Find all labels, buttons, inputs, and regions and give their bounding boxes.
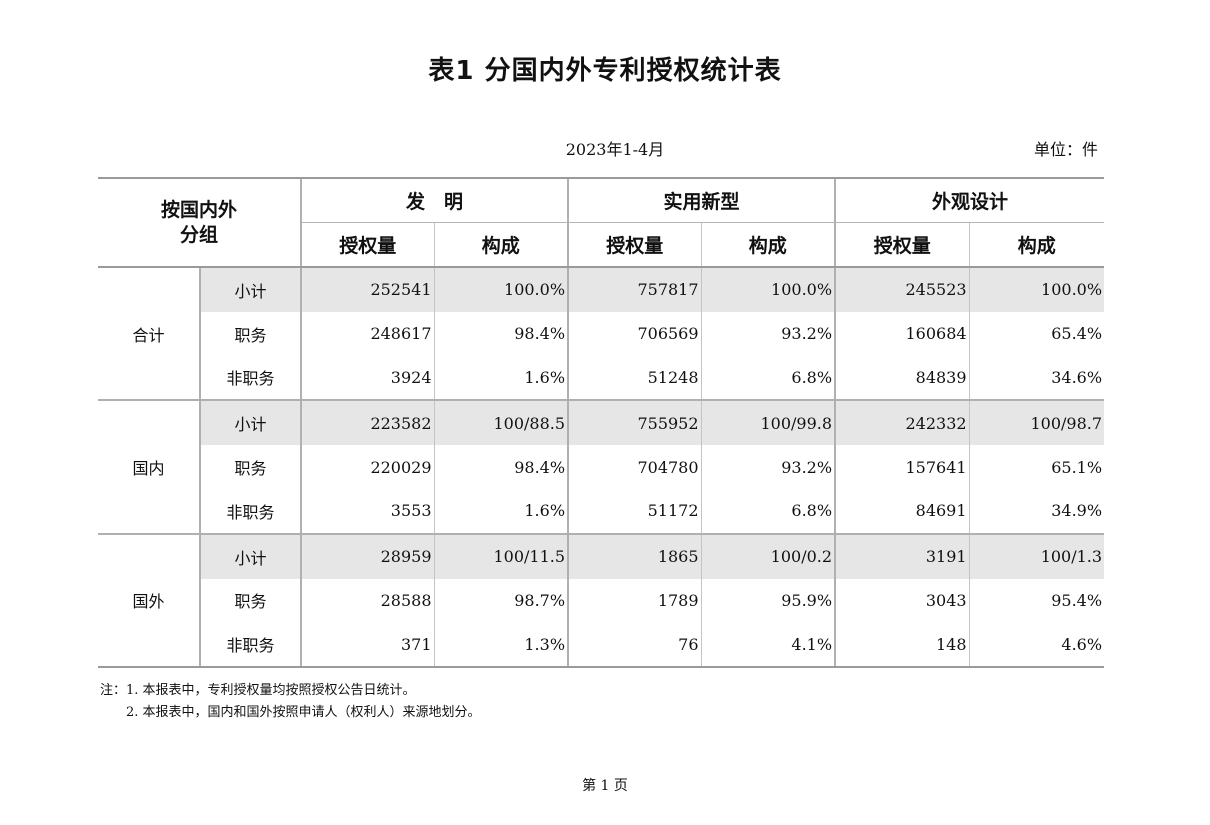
composition-cell: 1.3%	[433, 622, 569, 669]
sub-header-composition: 构成	[968, 222, 1105, 268]
grant-count-cell: 1865	[567, 532, 702, 579]
composition-cell: 1.6%	[433, 488, 569, 534]
patent-grant-table: 按国内外 分组 发 明 实用新型 外观设计 授权量 构成 授权量 构成 授权量 …	[98, 177, 1105, 669]
composition-cell: 98.4%	[433, 311, 569, 356]
category-header-utility-model: 实用新型	[567, 177, 836, 223]
composition-cell: 100/1.3	[968, 532, 1105, 579]
grant-count-cell: 252541	[300, 267, 435, 312]
footnotes: 注：1. 本报表中，专利授权量均按照授权公告日统计。 2. 本报表中，国内和国外…	[100, 680, 481, 724]
row-label: 职务	[198, 311, 302, 356]
page-number: 第 1 页	[582, 778, 628, 794]
table-row: 非职务 3924 1.6% 51248 6.8% 84839 34.6%	[98, 355, 1105, 401]
grant-count-cell: 84839	[834, 355, 970, 401]
sub-header-composition: 构成	[700, 222, 836, 268]
row-label: 小计	[198, 532, 302, 579]
grant-count-cell: 223582	[300, 399, 435, 446]
group-label: 国外	[98, 532, 200, 669]
grant-count-cell: 51248	[567, 355, 702, 401]
grant-count-cell: 242332	[834, 399, 970, 446]
grant-count-cell: 245523	[834, 267, 970, 312]
grant-count-cell: 3924	[300, 355, 435, 401]
sub-header-composition: 构成	[433, 222, 569, 268]
group-label: 合计	[132, 325, 165, 345]
composition-cell: 100.0%	[968, 267, 1105, 312]
report-period: 2023年1-4月	[565, 140, 665, 159]
grant-count-cell: 51172	[567, 488, 702, 534]
footnote: 2. 本报表中，国内和国外按照申请人（权利人）来源地划分。	[100, 705, 481, 720]
grant-count-cell: 706569	[567, 311, 702, 356]
composition-cell: 93.2%	[700, 445, 836, 489]
composition-cell: 95.9%	[700, 578, 836, 623]
table-row: 非职务 3553 1.6% 51172 6.8% 84691 34.9%	[98, 488, 1105, 534]
grant-count-cell: 704780	[567, 445, 702, 489]
table-row: 职务 220029 98.4% 704780 93.2% 157641 65.1%	[98, 445, 1105, 489]
composition-cell: 4.6%	[968, 622, 1105, 669]
table-row: 非职务 371 1.3% 76 4.1% 148 4.6%	[98, 622, 1105, 669]
sub-header-grants: 授权量	[300, 222, 435, 268]
composition-cell: 100/99.8	[700, 399, 836, 446]
row-label: 非职务	[198, 488, 302, 534]
sub-header-grants: 授权量	[834, 222, 970, 268]
composition-cell: 95.4%	[968, 578, 1105, 623]
composition-cell: 34.9%	[968, 488, 1105, 534]
row-label: 职务	[198, 578, 302, 623]
group-label: 国内	[98, 399, 200, 534]
composition-cell: 98.7%	[433, 578, 569, 623]
row-label: 非职务	[198, 622, 302, 669]
grant-count-cell: 160684	[834, 311, 970, 356]
grant-count-cell: 3553	[300, 488, 435, 534]
grant-count-cell: 755952	[567, 399, 702, 446]
grant-count-cell: 76	[567, 622, 702, 669]
footnote: 注：1. 本报表中，专利授权量均按照授权公告日统计。	[100, 683, 416, 698]
table-row: 国外 小计 28959 100/11.5 1865 100/0.2 3191 100/1.3	[98, 532, 1105, 669]
grant-count-cell: 220029	[300, 445, 435, 489]
composition-cell: 100/88.5	[433, 399, 569, 446]
composition-cell: 6.8%	[700, 355, 836, 401]
composition-cell: 100.0%	[700, 267, 836, 312]
row-label: 小计	[198, 399, 302, 446]
unit-label: 单位：件	[1033, 140, 1098, 159]
grant-count-cell: 28959	[300, 532, 435, 579]
grant-count-cell: 28588	[300, 578, 435, 623]
composition-cell: 98.4%	[433, 445, 569, 489]
table-row: 职务 28588 98.7% 1789 95.9% 3043 95.4%	[98, 578, 1105, 623]
grant-count-cell: 371	[300, 622, 435, 669]
table-row: 国内 小计 223582 100/88.5 755952 100/99.8 242332 10…	[98, 399, 1105, 534]
composition-cell: 34.6%	[968, 355, 1105, 401]
table-row: 职务 248617 98.4% 706569 93.2% 160684 65.4%	[98, 311, 1105, 356]
composition-cell: 100/98.7	[968, 399, 1105, 446]
composition-cell: 93.2%	[700, 311, 836, 356]
composition-cell: 65.1%	[968, 445, 1105, 489]
grant-count-cell: 3191	[834, 532, 970, 579]
grant-count-cell: 84691	[834, 488, 970, 534]
composition-cell: 4.1%	[700, 622, 836, 669]
grant-count-cell: 157641	[834, 445, 970, 489]
composition-cell: 100/11.5	[433, 532, 569, 579]
grant-count-cell: 1789	[567, 578, 702, 623]
composition-cell: 1.6%	[433, 355, 569, 401]
grant-count-cell: 3043	[834, 578, 970, 623]
table-row: 合计 小计 252541 100.0% 757817 100.0% 245523 100.0%	[98, 267, 1105, 345]
composition-cell: 6.8%	[700, 488, 836, 534]
grant-count-cell: 757817	[567, 267, 702, 312]
row-label: 非职务	[198, 355, 302, 401]
sub-header-grants: 授权量	[567, 222, 702, 268]
composition-cell: 65.4%	[968, 311, 1105, 356]
group-header: 按国内外 分组	[98, 177, 302, 268]
row-label: 小计	[198, 267, 302, 312]
grant-count-cell: 148	[834, 622, 970, 669]
composition-cell: 100.0%	[433, 267, 569, 312]
row-label: 职务	[198, 445, 302, 489]
category-header-invention: 发 明	[300, 177, 569, 223]
category-header-design: 外观设计	[834, 177, 1105, 223]
grant-count-cell: 248617	[300, 311, 435, 356]
page-title: 表1 分国内外专利授权统计表	[428, 56, 782, 86]
composition-cell: 100/0.2	[700, 532, 836, 579]
